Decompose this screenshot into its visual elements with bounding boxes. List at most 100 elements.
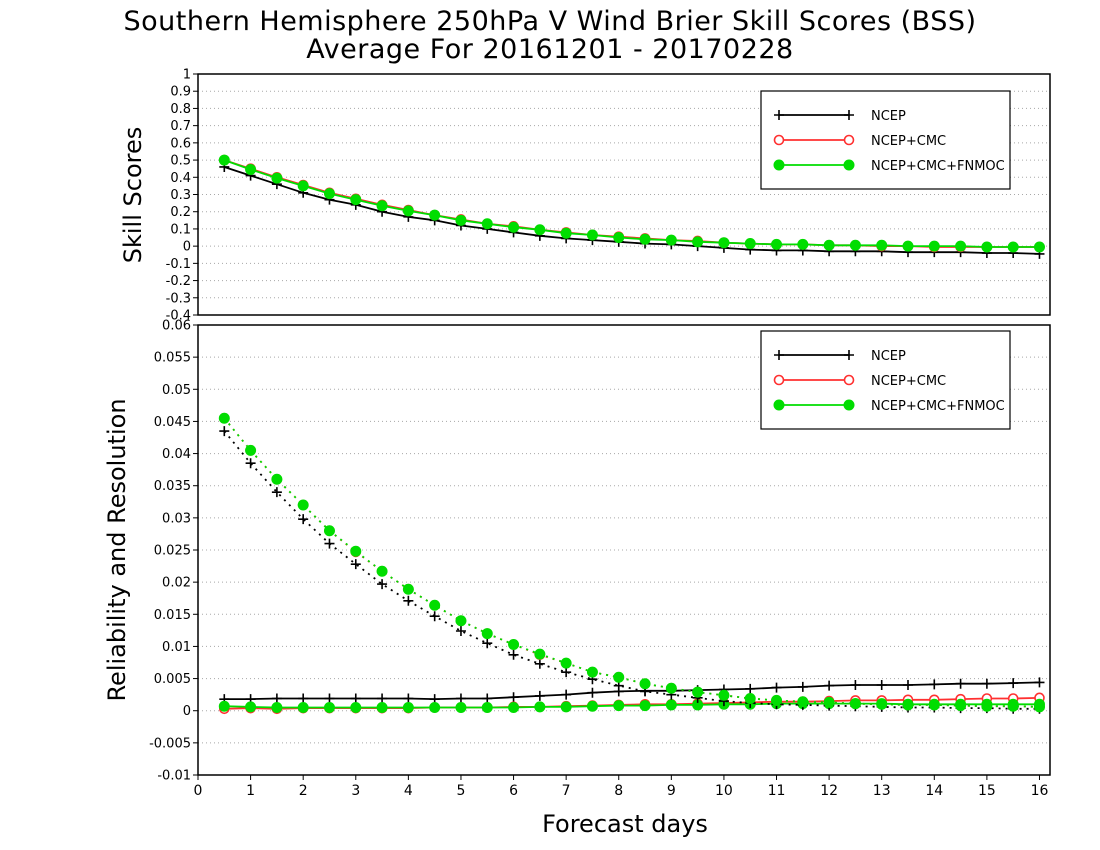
y-tick-label: 0.9	[170, 85, 191, 100]
data-point	[245, 444, 257, 456]
data-point	[245, 458, 256, 469]
y-tick-label: 0.03	[162, 511, 191, 526]
chart-subtitle: Average For 20161201 - 20170228	[306, 34, 794, 65]
legend-marker	[844, 110, 854, 120]
data-point	[323, 525, 335, 537]
y-tick-label: 0.06	[162, 319, 191, 334]
data-point	[508, 692, 519, 703]
data-point	[955, 678, 966, 689]
legend-label: NCEP	[871, 109, 906, 124]
y-tick-label: 0.035	[154, 479, 191, 494]
data-point	[376, 565, 388, 577]
data-point	[403, 693, 414, 704]
series	[219, 426, 1045, 714]
data-point	[218, 154, 230, 166]
data-point	[508, 639, 520, 650]
legend-item: NCEP+CMC+FNMOC	[773, 159, 1005, 174]
data-point	[350, 194, 362, 206]
data-point	[350, 559, 361, 570]
data-point	[402, 583, 414, 595]
data-point	[745, 683, 756, 694]
legend: NCEP NCEP+CMC NCEP+CMC+FNMOC	[760, 330, 1011, 430]
data-point	[955, 240, 967, 252]
x-tick-label: 15	[978, 783, 996, 799]
data-point	[797, 696, 809, 708]
data-point	[928, 240, 940, 252]
data-point	[876, 680, 887, 690]
data-point	[455, 615, 467, 627]
legend-marker	[773, 399, 785, 411]
data-point	[771, 682, 782, 693]
y-tick-label: 0.045	[154, 415, 191, 430]
data-point	[955, 700, 967, 712]
chart-title: Southern Hemisphere 250hPa V Wind Brier …	[123, 6, 977, 37]
legend-item: NCEP	[774, 109, 906, 124]
legend-marker	[843, 134, 855, 146]
data-point	[981, 678, 992, 689]
data-point	[981, 700, 993, 712]
series-line	[224, 681, 1040, 701]
legend-label: NCEP	[871, 349, 906, 364]
data-point	[718, 689, 730, 701]
y-tick-label: 0.1	[170, 222, 191, 237]
y-tick-label: -0.01	[157, 769, 191, 784]
data-point	[797, 681, 808, 692]
data-point	[771, 238, 783, 250]
data-point	[271, 473, 283, 485]
y-tick-label: 1	[183, 68, 191, 83]
data-point	[560, 657, 572, 669]
data-point	[928, 699, 940, 711]
data-point	[692, 236, 704, 248]
data-point	[902, 240, 914, 252]
series-line	[223, 417, 1040, 708]
data-point	[639, 678, 651, 690]
data-point	[481, 628, 493, 640]
plot-frame	[197, 73, 1051, 316]
panel-1: -0.4 -0.3 -0.2 -0.1 0 0.1 0.2 0.3 0.4 0.5 0.6 0.7 0.…	[166, 68, 1051, 324]
data-point	[297, 180, 309, 192]
data-point	[613, 671, 625, 683]
data-point	[508, 649, 519, 660]
data-point	[744, 238, 756, 250]
data-point	[218, 412, 230, 424]
legend-label: NCEP+CMC	[871, 134, 946, 149]
data-point	[481, 218, 493, 230]
data-point	[402, 205, 414, 217]
data-point	[587, 687, 598, 698]
x-tick-label: 5	[457, 783, 466, 799]
legend-marker	[773, 134, 785, 146]
data-point	[271, 172, 283, 184]
data-point	[561, 667, 572, 678]
data-point	[1033, 701, 1045, 713]
data-point	[744, 693, 756, 704]
y-tick-label: 0.015	[154, 608, 191, 623]
data-point	[534, 690, 545, 701]
y-tick-label: 0.02	[162, 576, 191, 591]
legend-label: NCEP+CMC	[871, 374, 946, 389]
y-tick-label: 0	[183, 704, 191, 719]
data-point	[561, 689, 572, 700]
legend-marker	[843, 399, 855, 411]
x-tick-label: 9	[667, 783, 676, 799]
data-point	[218, 700, 230, 712]
legend-marker	[773, 159, 785, 171]
y-tick-label: 0.8	[170, 102, 191, 117]
data-point	[271, 702, 283, 713]
data-point	[850, 680, 861, 690]
data-point	[350, 702, 362, 713]
y-tick-label: 0.2	[170, 205, 191, 220]
legend-marker	[843, 374, 855, 386]
y-tick-label: -0.3	[166, 291, 191, 306]
data-point	[613, 232, 625, 244]
series-line	[223, 417, 1040, 708]
y-tick-label: 0	[183, 240, 191, 255]
x-tick-label: 11	[768, 783, 786, 799]
data-point	[718, 237, 730, 249]
data-point	[797, 238, 809, 250]
x-tick-label: 12	[820, 783, 838, 799]
legend-item: NCEP	[774, 349, 906, 364]
data-point	[376, 200, 388, 212]
y-tick-label: 0.3	[170, 188, 191, 203]
data-point	[455, 626, 466, 636]
data-point	[849, 698, 861, 710]
